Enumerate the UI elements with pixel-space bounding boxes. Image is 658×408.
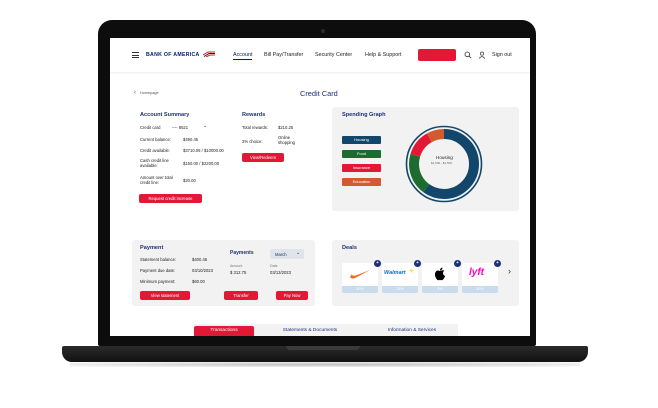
page-title: Credit Card xyxy=(300,89,338,98)
credit-available-value: $3710.09 / $10000.00 xyxy=(183,148,224,153)
statement-balance-label: Statement balance: xyxy=(140,257,177,262)
deal-pct-lyft: 10% xyxy=(462,286,498,293)
back-chevron-icon[interactable]: ‹ xyxy=(134,90,136,96)
tab-statements-documents[interactable]: Statements & Documents xyxy=(282,328,338,333)
deals-next-chevron-icon[interactable]: › xyxy=(508,266,511,276)
laptop-shadow xyxy=(70,362,580,367)
request-credit-increase-button[interactable]: Request credit increase xyxy=(139,194,202,203)
logo: BANK OF AMERICA xyxy=(146,52,200,58)
total-rewards-value: $210.25 xyxy=(278,125,294,130)
amount-value: $ 312.75 xyxy=(230,270,247,275)
choice-label: 3% choice: xyxy=(242,139,263,144)
deal-brand-lyft: lyft xyxy=(469,267,484,278)
amount-label: Amount xyxy=(230,264,243,268)
deal-add-icon[interactable]: + xyxy=(374,260,381,267)
donut-center-sub: $1,500 - $1,500 xyxy=(431,161,453,165)
donut-outer-ring xyxy=(405,125,483,203)
current-balance-label: Current balance: xyxy=(140,137,171,142)
tab-bar xyxy=(194,324,458,336)
search-icon[interactable] xyxy=(464,51,472,59)
account-summary-title: Account Summary xyxy=(140,112,190,118)
donut-education xyxy=(409,129,479,199)
nav-security-center[interactable]: Security Center xyxy=(315,52,353,58)
choice-value: Online shopping xyxy=(278,135,295,145)
date-value: 03/13/2023 xyxy=(270,270,291,275)
donut-center-label: Housing xyxy=(436,155,453,160)
deal-card-nike[interactable]: Nike 10% + xyxy=(342,260,381,293)
credit-available-label: Credit available: xyxy=(140,148,171,153)
breadcrumb[interactable]: Homepage xyxy=(140,91,159,95)
legend-insurance[interactable]: Insurance xyxy=(342,164,381,172)
card-number: ---- 8521 xyxy=(172,125,189,130)
card-select-chevron-icon[interactable]: ⌄ xyxy=(203,123,208,129)
flag-logo-icon xyxy=(203,51,215,57)
deal-pct-nike: 10% xyxy=(342,286,378,293)
deal-brand-apple: Apple xyxy=(422,267,423,268)
due-date-label: Payment due date: xyxy=(140,268,176,273)
deal-card-apple[interactable]: Apple 5% + xyxy=(422,260,461,293)
tab-transactions[interactable]: Transactions xyxy=(194,326,254,336)
tab-information-services[interactable]: Information & Services xyxy=(387,328,437,333)
nav-account[interactable]: Account xyxy=(233,52,253,60)
cash-credit-value: $150.00 / $2200.00 xyxy=(183,161,220,166)
minimum-payment-label: Minimum payment: xyxy=(140,279,176,284)
deal-pct-walmart: 15% xyxy=(382,286,418,293)
legend-housing[interactable]: Housing xyxy=(342,136,381,144)
deal-card-walmart[interactable]: Walmart ✳ 15% + xyxy=(382,260,421,293)
month-select[interactable]: March ⌄ xyxy=(270,249,304,259)
deal-card-lyft[interactable]: lyft 10% + xyxy=(462,260,501,293)
menu-icon[interactable] xyxy=(132,52,139,58)
donut-food xyxy=(409,129,479,199)
statement-balance-value: $400.45 xyxy=(192,257,208,262)
walmart-spark-icon: ✳ xyxy=(409,269,415,275)
pay-now-button[interactable]: Pay Now xyxy=(276,291,308,300)
month-value: March xyxy=(275,251,287,257)
transfer-button[interactable]: Transfer xyxy=(224,291,258,300)
month-chevron-icon: ⌄ xyxy=(296,249,301,256)
deal-add-icon[interactable]: + xyxy=(494,260,501,267)
deal-pct-apple: 5% xyxy=(422,286,458,293)
legend-education[interactable]: Education xyxy=(342,178,381,186)
user-icon[interactable] xyxy=(478,51,486,59)
laptop-notch xyxy=(286,346,360,350)
screen: BANK OF AMERICA Account Bill Pay/Transfe… xyxy=(110,38,530,336)
apple-logo-icon xyxy=(434,267,445,281)
payment-title: Payment xyxy=(140,245,164,251)
date-label: Date xyxy=(270,264,278,268)
deal-add-icon[interactable]: + xyxy=(414,260,421,267)
camera xyxy=(321,29,325,33)
due-date-value: 03/10/2023 xyxy=(192,268,213,273)
view-redeem-button[interactable]: View/Redeem xyxy=(242,153,284,162)
spending-donut-chart xyxy=(405,125,483,203)
rewards-title: Rewards xyxy=(242,112,266,118)
nav-action-button[interactable] xyxy=(418,49,456,61)
nike-logo-icon xyxy=(350,270,370,279)
total-rewards-label: Total rewards: xyxy=(242,125,269,130)
cash-credit-label: Cash credit line available: xyxy=(140,158,169,168)
legend-food[interactable]: Food xyxy=(342,150,381,158)
sign-out-link[interactable]: Sign out xyxy=(492,52,512,58)
nav-help-support[interactable]: Help & Support xyxy=(365,52,402,58)
over-limit-value: $20.00 xyxy=(183,178,196,183)
over-limit-label: Amount over total credit line: xyxy=(140,175,173,185)
card-label: Credit card xyxy=(140,125,161,130)
minimum-payment-value: $60.00 xyxy=(192,279,205,284)
spending-graph-title: Spending Graph xyxy=(342,112,386,118)
view-statement-button[interactable]: View statement xyxy=(140,291,190,300)
deal-brand-nike: Nike xyxy=(342,267,343,268)
deals-title: Deals xyxy=(342,245,357,251)
laptop-base xyxy=(62,346,588,362)
current-balance-value: $490.45 xyxy=(183,137,199,142)
payments-label: Payments xyxy=(230,250,254,256)
deal-add-icon[interactable]: + xyxy=(454,260,461,267)
deal-brand-walmart: Walmart xyxy=(384,270,406,276)
top-nav: BANK OF AMERICA Account Bill Pay/Transfe… xyxy=(110,38,530,72)
nav-bill-pay[interactable]: Bill Pay/Transfer xyxy=(264,52,304,58)
